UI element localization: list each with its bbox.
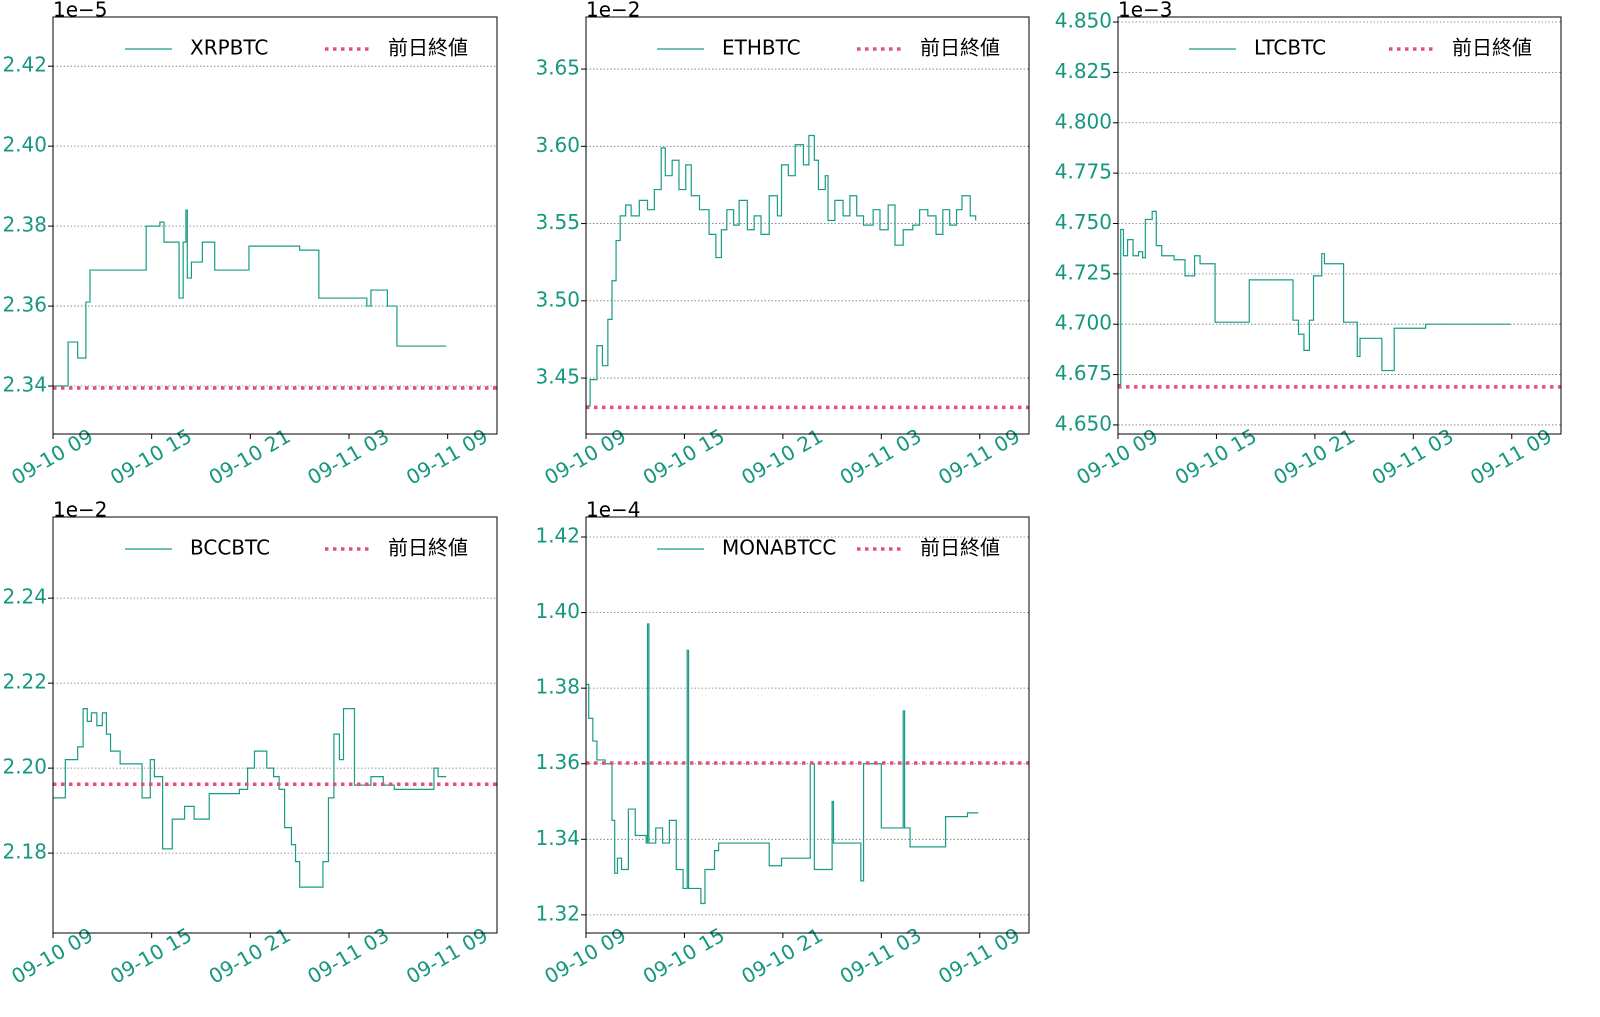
y-tick-label: 3.45 [535,365,580,389]
y-tick-label: 2.40 [2,133,47,157]
offset-text: 1e−2 [53,498,108,522]
axes-frame [52,16,498,435]
legend-label: ETHBTC [722,36,801,60]
legend-label: 前日終値 [1452,36,1532,60]
y-tick-label: 1.38 [535,675,580,699]
price-line [1118,210,1511,386]
price-line [586,623,979,905]
axes-frame [1117,16,1562,435]
y-tick-label: 1.36 [535,750,580,774]
y-tick-label: 3.55 [535,210,580,234]
y-tick-label: 4.775 [1055,160,1112,184]
y-tick-label: 1.32 [535,901,580,925]
y-tick-label: 4.725 [1055,260,1112,284]
legend-label: LTCBTC [1254,36,1326,60]
price-line [53,708,447,888]
legend-label: 前日終値 [920,536,1000,560]
axes-frame [52,516,498,934]
legend-label: 前日終値 [388,536,468,560]
legend-label: BCCBTC [190,536,270,560]
legend-label: XRPBTC [190,36,268,60]
y-tick-label: 1.40 [535,599,580,623]
offset-text: 1e−5 [53,0,108,22]
y-tick-label: 4.825 [1055,59,1112,83]
legend-label: MONABTCC [722,536,836,560]
y-tick-label: 2.22 [2,670,47,694]
y-tick-label: 2.36 [2,293,47,317]
y-tick-label: 4.675 [1055,361,1112,385]
price-line [586,134,977,407]
y-tick-label: 3.50 [535,287,580,311]
y-tick-label: 3.65 [535,56,580,80]
offset-text: 1e−3 [1118,0,1173,22]
price-line [53,209,447,387]
y-tick-label: 2.24 [2,585,47,609]
y-tick-label: 4.850 [1055,9,1112,33]
offset-text: 1e−2 [586,0,641,22]
y-tick-label: 4.800 [1055,109,1112,133]
y-tick-label: 2.42 [2,53,47,77]
legend-label: 前日終値 [920,36,1000,60]
y-tick-label: 1.34 [535,826,580,850]
offset-text: 1e−4 [586,498,641,522]
y-tick-label: 2.34 [2,373,47,397]
y-tick-label: 4.650 [1055,411,1112,435]
y-tick-label: 4.750 [1055,210,1112,234]
subplot: 4.650 4.675 4.700 4.725 4.750 4.775 4.800 4.825… [1055,0,1562,490]
y-tick-label: 1.42 [535,524,580,548]
y-tick-label: 3.60 [535,133,580,157]
legend-label: 前日終値 [388,36,468,60]
y-tick-label: 2.20 [2,755,47,779]
y-tick-label: 4.700 [1055,311,1112,335]
y-tick-label: 2.18 [2,840,47,864]
axes-frame [585,16,1030,435]
y-tick-label: 2.38 [2,213,47,237]
axes-frame [585,516,1030,934]
